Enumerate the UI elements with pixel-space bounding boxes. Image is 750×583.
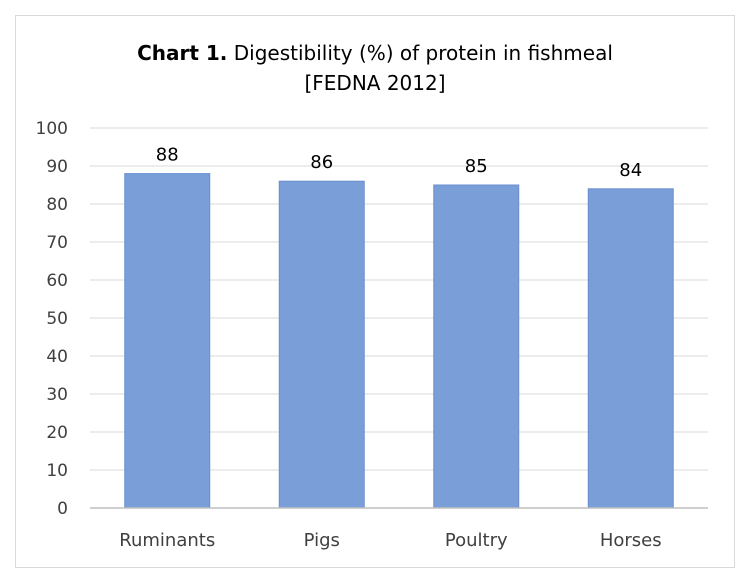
data-label: 84 bbox=[619, 160, 642, 181]
data-labels: 88 86 85 84 bbox=[156, 145, 642, 181]
chart-title: Chart 1. Digestibility (%) of protein in… bbox=[0, 38, 750, 98]
data-label: 85 bbox=[465, 156, 488, 177]
x-tick-label: Ruminants bbox=[119, 530, 215, 551]
chart-title-prefix: Chart 1. bbox=[137, 41, 228, 65]
bars bbox=[124, 173, 674, 509]
chart-title-source: [FEDNA 2012] bbox=[304, 71, 446, 95]
bar-ruminants bbox=[124, 173, 211, 509]
bar-pigs bbox=[278, 180, 365, 509]
y-tick-label: 40 bbox=[46, 347, 68, 367]
data-label: 88 bbox=[156, 145, 179, 166]
y-tick-label: 100 bbox=[36, 119, 68, 139]
y-tick-label: 60 bbox=[46, 271, 68, 291]
y-tick-label: 20 bbox=[46, 423, 68, 443]
y-tick-label: 80 bbox=[46, 195, 68, 215]
y-tick-label: 70 bbox=[46, 233, 68, 253]
x-tick-label: Poultry bbox=[445, 530, 508, 551]
bar-poultry bbox=[433, 184, 520, 509]
y-tick-label: 50 bbox=[46, 309, 68, 329]
x-tick-label: Horses bbox=[600, 530, 662, 551]
y-tick-label: 10 bbox=[46, 461, 68, 481]
y-tick-label: 30 bbox=[46, 385, 68, 405]
x-tick-label: Pigs bbox=[304, 530, 340, 551]
bar-horses bbox=[587, 188, 674, 509]
y-axis-ticks: 0 10 20 30 40 50 60 70 80 90 100 bbox=[36, 119, 68, 519]
data-label: 86 bbox=[310, 152, 333, 173]
y-tick-label: 0 bbox=[57, 499, 68, 519]
y-tick-label: 90 bbox=[46, 157, 68, 177]
x-axis-ticks: Ruminants Pigs Poultry Horses bbox=[119, 530, 661, 551]
chart-title-main: Digestibility (%) of protein in fishmeal bbox=[233, 41, 613, 65]
